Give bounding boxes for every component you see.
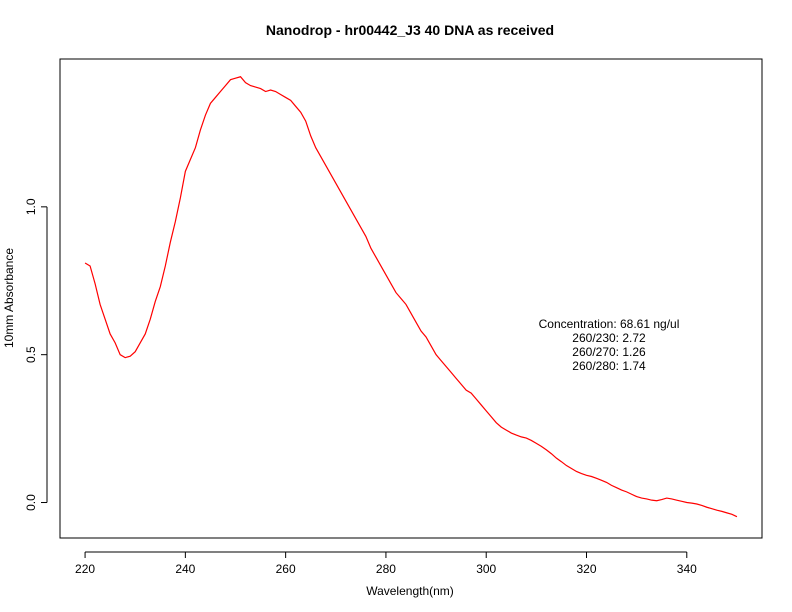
- chart-title: Nanodrop - hr00442_J3 40 DNA as received: [266, 22, 554, 38]
- measurement-annotation: Concentration: 68.61 ng/ul 260/230: 2.72…: [539, 317, 680, 373]
- annotation-ratio-260-280: 260/280: 1.74: [572, 359, 646, 373]
- annotation-ratio-260-230: 260/230: 2.72: [572, 331, 646, 345]
- annotation-concentration: Concentration: 68.61 ng/ul: [539, 317, 680, 331]
- x-tick-label: 340: [677, 562, 697, 576]
- annotation-ratio-260-270: 260/270: 1.26: [572, 345, 646, 359]
- x-axis-label: Wavelength(nm): [366, 584, 454, 598]
- y-tick-label: 0.0: [24, 494, 38, 511]
- y-axis-label: 10mm Absorbance: [2, 248, 16, 348]
- y-axis: 0.0 0.5 1.0: [24, 198, 48, 511]
- x-tick-label: 300: [476, 562, 496, 576]
- y-tick-label: 0.5: [24, 346, 38, 363]
- x-tick-label: 320: [576, 562, 596, 576]
- absorbance-series-line: [84, 76, 738, 518]
- x-tick-label: 240: [175, 562, 195, 576]
- x-tick-label: 280: [376, 562, 396, 576]
- plot-frame: [59, 58, 763, 539]
- x-tick-label: 260: [276, 562, 296, 576]
- y-tick-label: 1.0: [24, 198, 38, 215]
- x-tick-label: 220: [75, 562, 95, 576]
- x-axis: 220 240 260 280 300 320 340: [75, 551, 697, 576]
